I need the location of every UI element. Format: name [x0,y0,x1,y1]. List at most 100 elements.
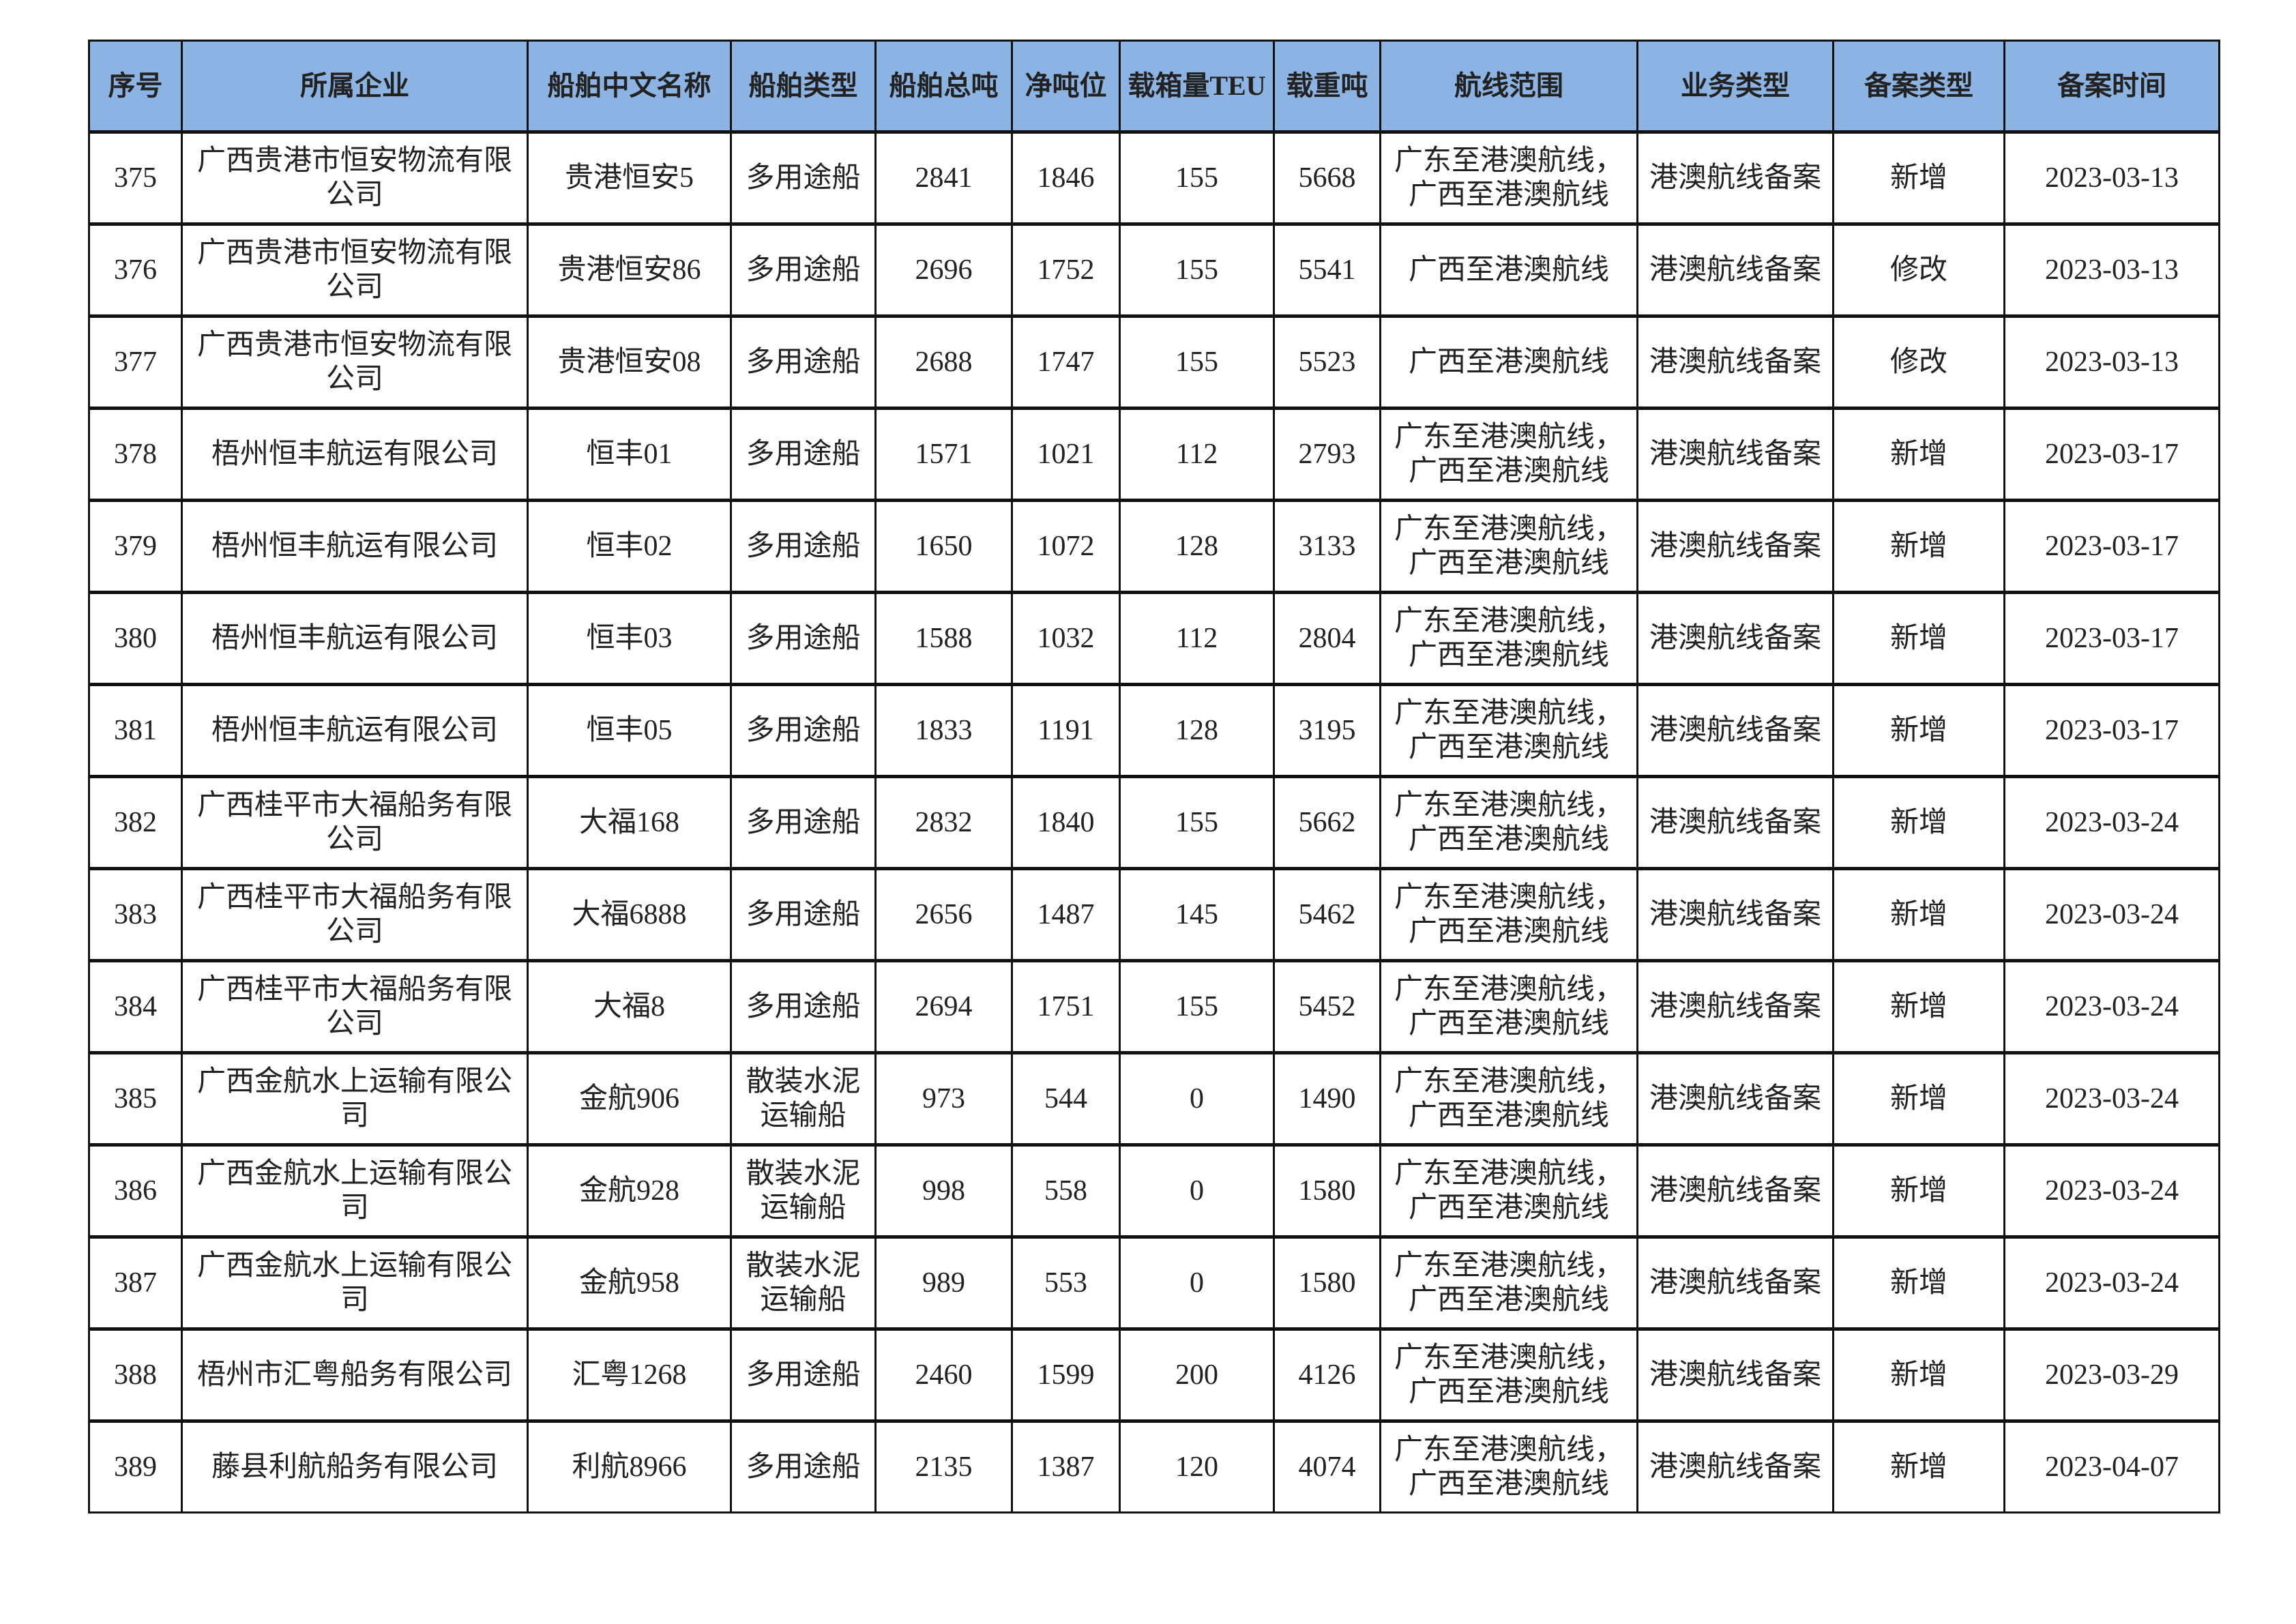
cell-net-tonnage: 1032 [1011,591,1121,685]
cell-filing-date: 2023-03-24 [2003,959,2220,1054]
table-row: 387 广西金航水上运输有限公司 金航958 散装水泥运输船 989 553 0 1580 广东… [88,1235,2220,1330]
column-header-net-tonnage: 净吨位 [1011,40,1121,133]
cell-filing-date: 2023-03-17 [2003,683,2220,778]
cell-ship-name: 大福168 [527,775,732,870]
cell-seq: 385 [88,1051,183,1146]
cell-ship-type: 多用途船 [730,1327,877,1422]
table-row: 389 藤县利航船务有限公司 利航8966 多用途船 2135 1387 120 4074 广东… [88,1419,2220,1514]
cell-filing-date: 2023-03-24 [2003,775,2220,870]
table-row: 383 广西桂平市大福船务有限公司 大福6888 多用途船 2656 1487 145 546… [88,867,2220,962]
cell-gross-tonnage: 2841 [874,130,1013,225]
cell-teu: 0 [1119,1051,1275,1146]
cell-company: 藤县利航船务有限公司 [181,1419,529,1514]
cell-filing-date: 2023-03-29 [2003,1327,2220,1422]
table-row: 388 梧州市汇粤船务有限公司 汇粤1268 多用途船 2460 1599 200 4126 广… [88,1327,2220,1422]
cell-deadweight: 2804 [1273,591,1381,685]
cell-ship-name: 大福8 [527,959,732,1054]
cell-ship-name: 利航8966 [527,1419,732,1514]
table-row: 380 梧州恒丰航运有限公司 恒丰03 多用途船 1588 1032 112 2804 广东至港… [88,591,2220,685]
cell-gross-tonnage: 1571 [874,407,1013,501]
column-header-seq: 序号 [88,40,183,133]
cell-company: 广西贵港市恒安物流有限公司 [181,130,529,225]
cell-deadweight: 5462 [1273,867,1381,962]
cell-deadweight: 5541 [1273,222,1381,317]
cell-deadweight: 1580 [1273,1143,1381,1238]
column-header-filing-date: 备案时间 [2003,40,2220,133]
cell-company: 广西金航水上运输有限公司 [181,1143,529,1238]
cell-teu: 155 [1119,959,1275,1054]
cell-filing-type: 新增 [1832,867,2005,962]
cell-seq: 381 [88,683,183,778]
cell-ship-type: 多用途船 [730,407,877,501]
cell-filing-date: 2023-03-13 [2003,222,2220,317]
cell-filing-date: 2023-03-13 [2003,130,2220,225]
cell-filing-date: 2023-03-17 [2003,591,2220,685]
cell-deadweight: 3133 [1273,499,1381,593]
cell-ship-type: 多用途船 [730,499,877,593]
cell-seq: 376 [88,222,183,317]
cell-deadweight: 2793 [1273,407,1381,501]
cell-seq: 375 [88,130,183,225]
column-header-teu: 载箱量TEU [1119,40,1275,133]
cell-ship-type: 多用途船 [730,314,877,409]
cell-filing-date: 2023-03-24 [2003,1051,2220,1146]
cell-ship-type: 多用途船 [730,683,877,778]
table-row: 385 广西金航水上运输有限公司 金航906 散装水泥运输船 973 544 0 1490 广东… [88,1051,2220,1146]
cell-ship-type: 多用途船 [730,1419,877,1514]
cell-net-tonnage: 1487 [1011,867,1121,962]
cell-ship-type: 多用途船 [730,591,877,685]
cell-gross-tonnage: 2694 [874,959,1013,1054]
cell-teu: 112 [1119,591,1275,685]
table-row: 382 广西桂平市大福船务有限公司 大福168 多用途船 2832 1840 155 5662… [88,775,2220,870]
cell-teu: 0 [1119,1235,1275,1330]
cell-filing-type: 新增 [1832,130,2005,225]
cell-route: 广东至港澳航线，广西至港澳航线 [1379,407,1638,501]
cell-net-tonnage: 1752 [1011,222,1121,317]
table-row: 376 广西贵港市恒安物流有限公司 贵港恒安86 多用途船 2696 1752 155 554… [88,222,2220,317]
cell-deadweight: 5668 [1273,130,1381,225]
cell-business-type: 港澳航线备案 [1636,1143,1834,1238]
cell-gross-tonnage: 2135 [874,1419,1013,1514]
cell-ship-name: 金航958 [527,1235,732,1330]
table-row: 381 梧州恒丰航运有限公司 恒丰05 多用途船 1833 1191 128 3195 广东至港… [88,683,2220,778]
cell-business-type: 港澳航线备案 [1636,1051,1834,1146]
cell-company: 广西金航水上运输有限公司 [181,1235,529,1330]
cell-teu: 200 [1119,1327,1275,1422]
cell-filing-type: 新增 [1832,1419,2005,1514]
cell-net-tonnage: 1072 [1011,499,1121,593]
cell-business-type: 港澳航线备案 [1636,683,1834,778]
cell-net-tonnage: 1747 [1011,314,1121,409]
cell-gross-tonnage: 1588 [874,591,1013,685]
cell-route: 广东至港澳航线，广西至港澳航线 [1379,867,1638,962]
cell-ship-name: 贵港恒安86 [527,222,732,317]
cell-deadweight: 4126 [1273,1327,1381,1422]
cell-ship-name: 恒丰02 [527,499,732,593]
cell-deadweight: 4074 [1273,1419,1381,1514]
cell-ship-name: 汇粤1268 [527,1327,732,1422]
cell-filing-type: 新增 [1832,1051,2005,1146]
cell-company: 梧州恒丰航运有限公司 [181,683,529,778]
cell-business-type: 港澳航线备案 [1636,407,1834,501]
cell-business-type: 港澳航线备案 [1636,222,1834,317]
cell-deadweight: 5523 [1273,314,1381,409]
cell-gross-tonnage: 2688 [874,314,1013,409]
cell-gross-tonnage: 1833 [874,683,1013,778]
cell-ship-name: 贵港恒安08 [527,314,732,409]
cell-business-type: 港澳航线备案 [1636,130,1834,225]
cell-net-tonnage: 544 [1011,1051,1121,1146]
cell-seq: 378 [88,407,183,501]
cell-ship-name: 金航928 [527,1143,732,1238]
cell-company: 广西桂平市大福船务有限公司 [181,867,529,962]
cell-ship-type: 多用途船 [730,867,877,962]
cell-business-type: 港澳航线备案 [1636,314,1834,409]
cell-deadweight: 3195 [1273,683,1381,778]
cell-ship-name: 金航906 [527,1051,732,1146]
cell-company: 梧州恒丰航运有限公司 [181,591,529,685]
cell-filing-type: 新增 [1832,1327,2005,1422]
cell-seq: 387 [88,1235,183,1330]
cell-deadweight: 5662 [1273,775,1381,870]
cell-route: 广东至港澳航线，广西至港澳航线 [1379,1235,1638,1330]
cell-route: 广东至港澳航线，广西至港澳航线 [1379,1327,1638,1422]
cell-filing-type: 新增 [1832,1143,2005,1238]
cell-filing-type: 新增 [1832,591,2005,685]
